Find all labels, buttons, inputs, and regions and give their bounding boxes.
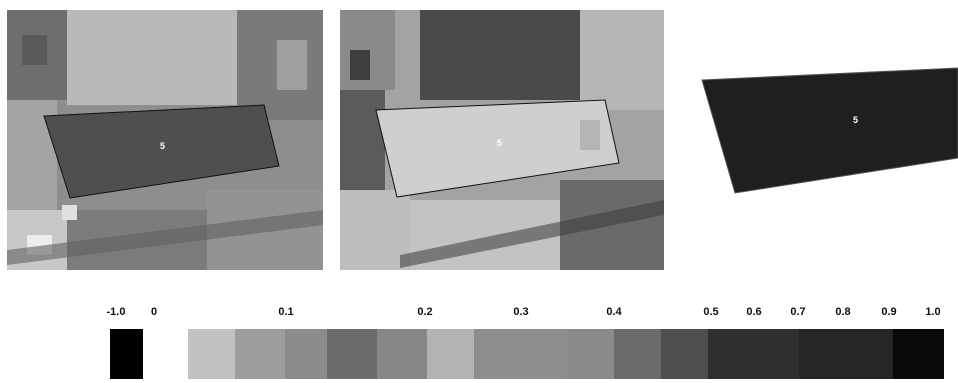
legend-segment bbox=[110, 329, 143, 379]
legend-tick: 0.8 bbox=[835, 306, 851, 318]
satellite-image-2 bbox=[340, 10, 664, 270]
legend-segment bbox=[474, 329, 567, 379]
index-map-panel: 5 bbox=[690, 10, 958, 270]
legend-segment bbox=[235, 329, 285, 379]
legend-tick: 0.4 bbox=[606, 306, 622, 318]
satellite-image-1 bbox=[7, 10, 323, 270]
legend-segment bbox=[377, 329, 427, 379]
field-label-2: 5 bbox=[497, 138, 503, 148]
legend-tick: 1.0 bbox=[925, 306, 941, 318]
field-label-1: 5 bbox=[160, 141, 166, 151]
satellite-image-panel-1: 5 bbox=[7, 10, 323, 270]
legend-tick: 0.2 bbox=[417, 306, 433, 318]
legend-segment bbox=[614, 329, 661, 379]
legend-segment bbox=[427, 329, 474, 379]
legend-tick: 0.7 bbox=[790, 306, 806, 318]
legend-tick: 0.9 bbox=[881, 306, 897, 318]
legend-tick: 0 bbox=[150, 306, 158, 318]
legend-tick: -1.0 bbox=[106, 306, 126, 318]
legend-segment bbox=[188, 329, 235, 379]
legend-tick: 0.1 bbox=[278, 306, 294, 318]
legend-segment bbox=[327, 329, 377, 379]
legend-segment bbox=[285, 329, 327, 379]
field-label-3: 5 bbox=[853, 115, 859, 125]
satellite-image-panel-2: 5 bbox=[340, 10, 664, 270]
legend-segment bbox=[799, 329, 893, 379]
legend-tick: 0.3 bbox=[513, 306, 529, 318]
legend-segment bbox=[893, 329, 944, 379]
legend-tick: 0.5 bbox=[703, 306, 719, 318]
legend-segment bbox=[567, 329, 614, 379]
legend-segment bbox=[661, 329, 708, 379]
legend-tick: 0.6 bbox=[746, 306, 762, 318]
index-map bbox=[701, 67, 958, 194]
legend-segment bbox=[143, 329, 188, 379]
color-scale-bar bbox=[110, 329, 948, 379]
legend-segment bbox=[708, 329, 799, 379]
color-scale-legend: -1.0 0 0.1 0.2 0.3 0.4 0.5 0.6 0.7 0.8 0… bbox=[106, 306, 948, 383]
